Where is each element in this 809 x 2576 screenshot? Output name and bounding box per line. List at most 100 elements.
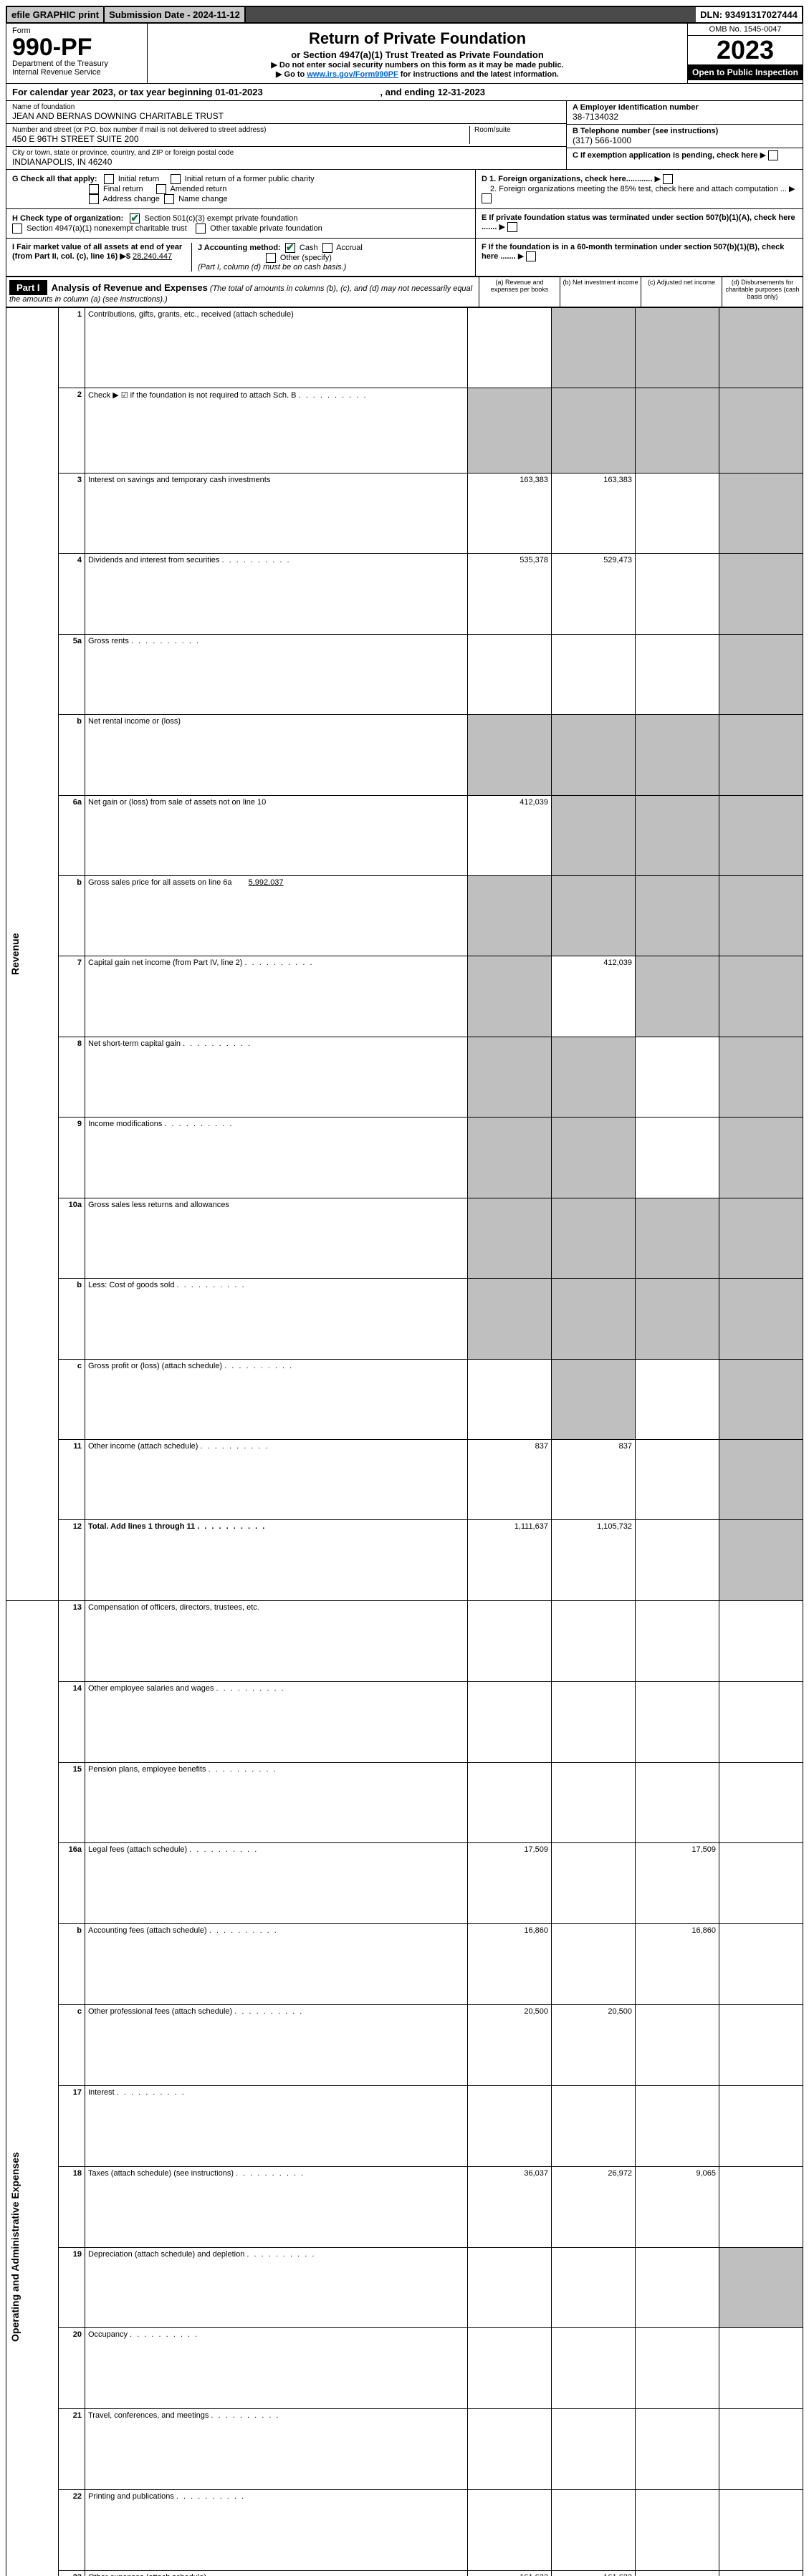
g-label: G Check all that apply:	[12, 175, 97, 183]
h-label: H Check type of organization:	[12, 214, 123, 223]
city-row: City or town, state or province, country…	[6, 147, 566, 169]
table-row: 10aGross sales less returns and allowanc…	[6, 1198, 803, 1278]
col-c-header: (c) Adjusted net income	[641, 277, 722, 307]
part1-table: Revenue 1Contributions, gifts, grants, e…	[6, 307, 803, 2576]
table-row: 12Total. Add lines 1 through 11 1,111,63…	[6, 1520, 803, 1601]
section-g-row: G Check all that apply: Initial return I…	[6, 170, 803, 209]
goto-note: ▶ Go to www.irs.gov/Form990PF for instru…	[152, 69, 683, 79]
form-number-block: Form 990-PF Department of the Treasury I…	[6, 24, 148, 83]
irs-link[interactable]: www.irs.gov/Form990PF	[307, 70, 398, 79]
address-row: Number and street (or P.O. box number if…	[6, 124, 566, 147]
table-row: 19Depreciation (attach schedule) and dep…	[6, 2247, 803, 2328]
table-row: cGross profit or (loss) (attach schedule…	[6, 1359, 803, 1439]
topbar-spacer	[246, 7, 696, 22]
ein-value: 38-7134032	[573, 112, 797, 122]
top-bar: efile GRAPHIC print Submission Date - 20…	[6, 6, 803, 24]
col-b-header: (b) Net investment income	[560, 277, 641, 307]
entity-right: A Employer identification number 38-7134…	[566, 101, 803, 169]
initial-former-checkbox[interactable]	[171, 174, 181, 184]
address-change-checkbox[interactable]	[89, 194, 99, 204]
part1-label: Part I	[9, 280, 47, 295]
exemption-pending-row: C If exemption application is pending, c…	[567, 148, 803, 163]
form-header: Form 990-PF Department of the Treasury I…	[6, 24, 803, 84]
other-taxable-checkbox[interactable]	[196, 224, 206, 234]
table-row: 20Occupancy	[6, 2328, 803, 2409]
table-row: 14Other employee salaries and wages	[6, 1681, 803, 1762]
table-row: 3Interest on savings and temporary cash …	[6, 473, 803, 553]
d1-checkbox[interactable]	[663, 174, 673, 184]
omb-number: OMB No. 1545-0047	[688, 24, 803, 36]
table-row: Revenue 1Contributions, gifts, grants, e…	[6, 308, 803, 388]
table-row: 9Income modifications	[6, 1118, 803, 1198]
section-ijf-row: I Fair market value of all assets at end…	[6, 239, 803, 277]
table-row: Operating and Administrative Expenses 13…	[6, 1601, 803, 1682]
table-row: 22Printing and publications	[6, 2489, 803, 2570]
name-change-checkbox[interactable]	[164, 194, 174, 204]
4947-checkbox[interactable]	[12, 224, 22, 234]
col-a-header: (a) Revenue and expenses per books	[479, 277, 560, 307]
final-return-checkbox[interactable]	[89, 184, 99, 194]
table-row: 4Dividends and interest from securities …	[6, 554, 803, 634]
d2-checkbox[interactable]	[482, 193, 492, 203]
dln: DLN: 93491317027444	[696, 7, 802, 22]
table-row: 7Capital gain net income (from Part IV, …	[6, 956, 803, 1037]
table-row: cOther professional fees (attach schedul…	[6, 2005, 803, 2086]
expenses-vlabel: Operating and Administrative Expenses	[9, 1603, 21, 2576]
table-row: 17Interest	[6, 2085, 803, 2166]
ssn-note: ▶ Do not enter social security numbers o…	[152, 60, 683, 69]
table-row: bGross sales price for all assets on lin…	[6, 875, 803, 956]
amended-return-checkbox[interactable]	[156, 184, 166, 194]
calendar-year-row: For calendar year 2023, or tax year begi…	[6, 84, 803, 101]
table-row: 16aLegal fees (attach schedule) 17,50917…	[6, 1843, 803, 1924]
city-state-zip: INDIANAPOLIS, IN 46240	[12, 157, 560, 167]
form-subtitle: or Section 4947(a)(1) Trust Treated as P…	[152, 49, 683, 60]
j-note: (Part I, column (d) must be on cash basi…	[198, 263, 346, 271]
e-checkbox[interactable]	[507, 222, 517, 232]
d1-label: D 1. Foreign organizations, check here..…	[482, 175, 652, 183]
entity-left: Name of foundation JEAN AND BERNAS DOWNI…	[6, 101, 566, 169]
year-block: OMB No. 1545-0047 2023 Open to Public In…	[687, 24, 803, 83]
irs-label: Internal Revenue Service	[12, 68, 141, 77]
fmv-value: 28,240,447	[133, 252, 172, 261]
street-address: 450 E 96TH STREET SUITE 200	[12, 134, 469, 144]
section-h-row: H Check type of organization: Section 50…	[6, 209, 803, 239]
foundation-name-row: Name of foundation JEAN AND BERNAS DOWNI…	[6, 101, 566, 124]
table-row: bNet rental income or (loss)	[6, 715, 803, 795]
cash-checkbox[interactable]	[285, 243, 295, 253]
phone-value: (317) 566-1000	[573, 135, 797, 145]
entity-info: Name of foundation JEAN AND BERNAS DOWNI…	[6, 101, 803, 170]
table-row: bLess: Cost of goods sold	[6, 1279, 803, 1359]
c-checkbox[interactable]	[768, 150, 778, 160]
other-method-checkbox[interactable]	[266, 253, 276, 263]
table-row: 6aNet gain or (loss) from sale of assets…	[6, 795, 803, 875]
e-label: E If private foundation status was termi…	[482, 213, 795, 231]
room-suite: Room/suite	[469, 126, 560, 144]
form-number: 990-PF	[12, 35, 141, 59]
table-row: 21Travel, conferences, and meetings	[6, 2409, 803, 2490]
part1-header: Part I Analysis of Revenue and Expenses …	[6, 277, 803, 307]
ein-row: A Employer identification number 38-7134…	[567, 101, 803, 125]
table-row: 11Other income (attach schedule) 837837	[6, 1440, 803, 1520]
d2-label: 2. Foreign organizations meeting the 85%…	[490, 185, 787, 193]
tax-year: 2023	[688, 36, 803, 64]
dept-treasury: Department of the Treasury	[12, 59, 141, 68]
table-row: 5aGross rents	[6, 634, 803, 714]
phone-row: B Telephone number (see instructions) (3…	[567, 125, 803, 148]
form-title: Return of Private Foundation	[152, 29, 683, 48]
accrual-checkbox[interactable]	[322, 243, 332, 253]
open-inspection: Open to Public Inspection	[688, 64, 803, 80]
table-row: 18Taxes (attach schedule) (see instructi…	[6, 2166, 803, 2247]
f-checkbox[interactable]	[526, 251, 536, 261]
table-row: 8Net short-term capital gain	[6, 1037, 803, 1117]
foundation-name: JEAN AND BERNAS DOWNING CHARITABLE TRUST	[12, 111, 560, 121]
submission-date: Submission Date - 2024-11-12	[105, 7, 246, 22]
501c3-checkbox[interactable]	[130, 213, 140, 224]
table-row: bAccounting fees (attach schedule) 16,86…	[6, 1924, 803, 2005]
j-label: J Accounting method:	[198, 244, 281, 252]
table-row: 2Check ▶ ☑ if the foundation is not requ…	[6, 388, 803, 473]
efile-label: efile GRAPHIC print	[7, 7, 105, 22]
part1-title: Analysis of Revenue and Expenses	[52, 282, 208, 293]
revenue-vlabel: Revenue	[9, 310, 21, 1598]
col-d-header: (d) Disbursements for charitable purpose…	[722, 277, 803, 307]
initial-return-checkbox[interactable]	[104, 174, 114, 184]
